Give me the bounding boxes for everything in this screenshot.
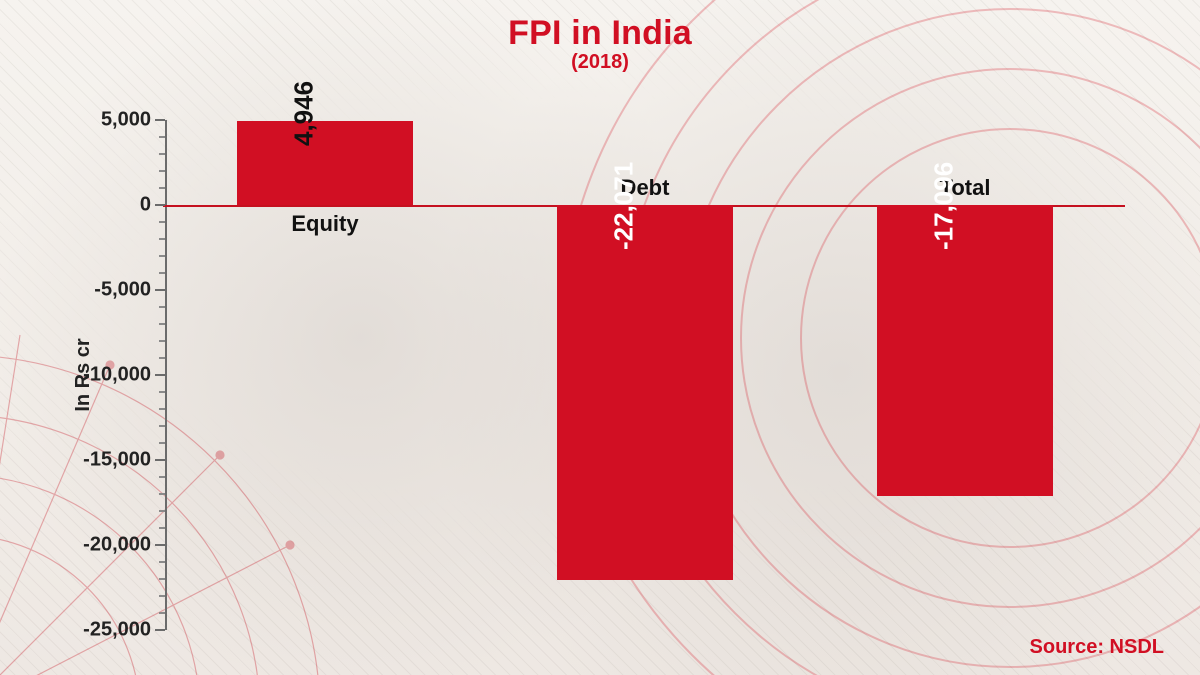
y-tick-minor — [159, 323, 165, 325]
y-tick-minor — [159, 442, 165, 444]
y-tick-minor — [159, 340, 165, 342]
y-tick-label: -5,000 — [94, 279, 151, 302]
value-label: 4,946 — [289, 81, 320, 146]
y-tick-minor — [159, 153, 165, 155]
y-tick-label: -10,000 — [83, 364, 151, 387]
y-tick-minor — [159, 136, 165, 138]
y-tick-minor — [159, 595, 165, 597]
y-tick — [155, 204, 165, 206]
y-tick — [155, 629, 165, 631]
source-label: Source: NSDL — [1030, 636, 1164, 659]
value-label: -22,071 — [609, 162, 640, 250]
title-block: FPI in India (2018) — [0, 14, 1200, 74]
y-tick — [155, 544, 165, 546]
y-tick-label: -15,000 — [83, 449, 151, 472]
y-tick-minor — [159, 476, 165, 478]
y-tick-label: 0 — [140, 194, 151, 217]
chart-title: FPI in India — [0, 14, 1200, 53]
y-tick-minor — [159, 357, 165, 359]
y-tick-minor — [159, 255, 165, 257]
y-tick-minor — [159, 391, 165, 393]
y-tick — [155, 374, 165, 376]
y-tick-label: -20,000 — [83, 534, 151, 557]
y-tick-minor — [159, 527, 165, 529]
y-tick-minor — [159, 612, 165, 614]
chart-area: In Rs cr 5,0000-5,000-10,000-15,000-20,0… — [165, 120, 1125, 630]
y-tick-minor — [159, 272, 165, 274]
y-tick-minor — [159, 578, 165, 580]
y-tick-minor — [159, 425, 165, 427]
value-label: -17,096 — [929, 162, 960, 250]
y-tick — [155, 289, 165, 291]
y-tick-minor — [159, 408, 165, 410]
y-tick-minor — [159, 187, 165, 189]
y-tick-minor — [159, 561, 165, 563]
y-tick-minor — [159, 170, 165, 172]
y-tick-minor — [159, 238, 165, 240]
y-tick — [155, 459, 165, 461]
plot-area: In Rs cr 5,0000-5,000-10,000-15,000-20,0… — [165, 120, 1125, 630]
y-tick-minor — [159, 510, 165, 512]
y-tick-label: -25,000 — [83, 619, 151, 642]
y-tick-minor — [159, 493, 165, 495]
y-axis-line — [165, 120, 167, 630]
y-tick-minor — [159, 221, 165, 223]
bar-equity — [237, 121, 413, 205]
chart-subtitle: (2018) — [0, 51, 1200, 74]
y-tick — [155, 119, 165, 121]
y-tick-minor — [159, 306, 165, 308]
y-tick-label: 5,000 — [101, 109, 151, 132]
bar-total — [877, 205, 1053, 496]
bar-debt — [557, 205, 733, 580]
category-label: Equity — [291, 211, 358, 237]
